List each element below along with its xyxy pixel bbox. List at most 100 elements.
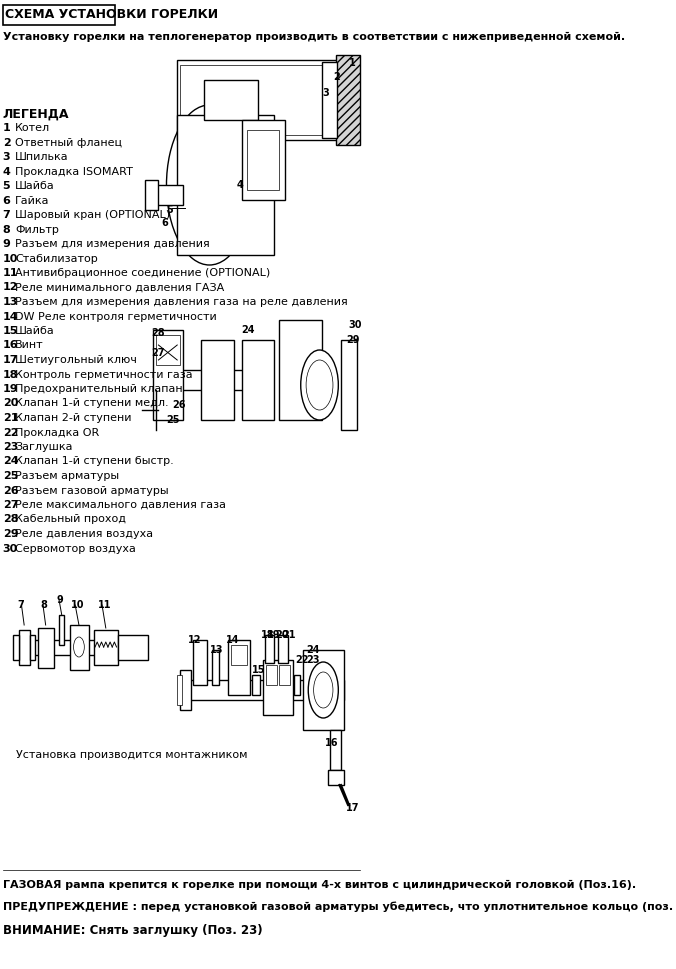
Text: 12: 12 bbox=[188, 635, 201, 645]
Circle shape bbox=[74, 637, 84, 657]
Text: 19: 19 bbox=[268, 630, 281, 640]
Bar bbox=[279, 320, 322, 420]
Text: 3: 3 bbox=[322, 88, 329, 98]
Text: 7: 7 bbox=[17, 600, 24, 610]
Text: 14: 14 bbox=[226, 635, 239, 645]
Text: СХЕМА УСТАНОВКИ ГОРЕЛКИ: СХЕМА УСТАНОВКИ ГОРЕЛКИ bbox=[5, 8, 218, 21]
Text: 5: 5 bbox=[166, 205, 173, 215]
Text: 23: 23 bbox=[306, 655, 320, 665]
Text: 25: 25 bbox=[166, 415, 180, 425]
Text: ЛЕГЕНДА: ЛЕГЕНДА bbox=[3, 108, 69, 121]
Text: DW Реле контроля герметичности: DW Реле контроля герметичности bbox=[15, 311, 217, 322]
Text: Винт: Винт bbox=[15, 340, 44, 351]
Bar bbox=[180, 65, 336, 135]
Text: Предохранительный клапан: Предохранительный клапан bbox=[15, 384, 183, 394]
Bar bbox=[304, 650, 343, 730]
Text: 17: 17 bbox=[346, 803, 360, 813]
Text: 1: 1 bbox=[3, 123, 10, 133]
Bar bbox=[263, 660, 293, 715]
Text: Прокладка OR: Прокладка OR bbox=[15, 427, 99, 437]
Text: Клапан 1-й ступени быстр.: Клапан 1-й ступени быстр. bbox=[15, 456, 174, 466]
Text: 8: 8 bbox=[41, 600, 47, 610]
Text: 28: 28 bbox=[151, 328, 165, 338]
Text: 18: 18 bbox=[260, 630, 274, 640]
Bar bbox=[279, 635, 288, 663]
Bar bbox=[231, 645, 247, 665]
Bar bbox=[94, 630, 118, 665]
Text: 27: 27 bbox=[3, 500, 18, 510]
Text: 8: 8 bbox=[3, 225, 10, 234]
Bar bbox=[241, 340, 274, 420]
Text: 15: 15 bbox=[252, 665, 266, 675]
Bar bbox=[193, 640, 207, 685]
Text: Разъем для измерения давления газа на реле давления: Разъем для измерения давления газа на ре… bbox=[15, 297, 347, 307]
Bar bbox=[188, 680, 343, 700]
Bar bbox=[252, 675, 260, 695]
Text: 30: 30 bbox=[348, 320, 362, 330]
Bar bbox=[177, 60, 338, 140]
Bar bbox=[266, 665, 276, 685]
Text: Реле давления воздуха: Реле давления воздуха bbox=[15, 529, 153, 539]
Bar bbox=[265, 635, 274, 663]
Text: 26: 26 bbox=[172, 400, 185, 410]
Text: ВНИМАНИЕ: Снять заглушку (Поз. 23): ВНИМАНИЕ: Снять заглушку (Поз. 23) bbox=[3, 924, 262, 937]
Text: Шаровый кран (OPTIONAL): Шаровый кран (OPTIONAL) bbox=[15, 210, 170, 220]
Bar bbox=[38, 628, 53, 668]
Text: 22: 22 bbox=[3, 427, 18, 437]
Bar bbox=[177, 115, 274, 255]
Text: 11: 11 bbox=[98, 600, 112, 610]
Text: 5: 5 bbox=[3, 181, 10, 191]
Text: 15: 15 bbox=[3, 326, 18, 336]
Text: 19: 19 bbox=[3, 384, 18, 394]
Text: 25: 25 bbox=[3, 471, 18, 481]
Text: Кабельный проход: Кабельный проход bbox=[15, 515, 126, 524]
Text: Котел: Котел bbox=[15, 123, 50, 133]
Text: Реле минимального давления ГАЗА: Реле минимального давления ГАЗА bbox=[15, 283, 224, 293]
Bar bbox=[70, 625, 89, 670]
Text: 9: 9 bbox=[56, 595, 63, 605]
Text: Шетиугольный ключ: Шетиугольный ключ bbox=[15, 355, 137, 365]
Bar bbox=[322, 62, 337, 138]
Text: 24: 24 bbox=[241, 325, 255, 335]
Text: Клапан 2-й ступени: Клапан 2-й ступени bbox=[15, 413, 132, 423]
Text: 16: 16 bbox=[325, 738, 339, 748]
Text: 23: 23 bbox=[3, 442, 18, 452]
Text: Шайба: Шайба bbox=[15, 181, 55, 191]
Text: 21: 21 bbox=[283, 630, 296, 640]
Bar bbox=[228, 640, 249, 695]
Text: Фильтр: Фильтр bbox=[15, 225, 59, 234]
Bar bbox=[328, 770, 343, 785]
Bar bbox=[14, 635, 19, 660]
Text: 10: 10 bbox=[72, 600, 85, 610]
Bar bbox=[212, 650, 218, 685]
Bar bbox=[118, 635, 147, 660]
Text: 16: 16 bbox=[3, 340, 18, 351]
Text: 13: 13 bbox=[3, 297, 18, 307]
Bar bbox=[177, 675, 182, 705]
Bar bbox=[294, 675, 299, 695]
Text: 4: 4 bbox=[237, 180, 243, 190]
Text: 30: 30 bbox=[3, 544, 18, 553]
Text: Шпилька: Шпилька bbox=[15, 152, 69, 162]
Text: Стабилизатор: Стабилизатор bbox=[15, 254, 98, 264]
Text: 2: 2 bbox=[3, 138, 10, 147]
Bar bbox=[155, 370, 252, 390]
Text: Установка производится монтажником: Установка производится монтажником bbox=[16, 750, 247, 760]
Text: 18: 18 bbox=[3, 369, 18, 380]
Circle shape bbox=[314, 672, 333, 708]
Text: 22: 22 bbox=[295, 655, 309, 665]
Text: 29: 29 bbox=[346, 335, 360, 345]
Bar bbox=[153, 330, 183, 420]
Bar bbox=[3, 5, 116, 25]
Bar bbox=[331, 730, 341, 770]
Bar bbox=[336, 55, 360, 145]
Text: 11: 11 bbox=[3, 268, 18, 278]
Bar bbox=[204, 80, 258, 120]
Circle shape bbox=[308, 662, 338, 718]
Text: Сервомотор воздуха: Сервомотор воздуха bbox=[15, 544, 136, 553]
Text: 24: 24 bbox=[3, 456, 18, 466]
Text: 13: 13 bbox=[210, 645, 223, 655]
Text: ГАЗОВАЯ рампа крепится к горелке при помощи 4-х винтов с цилиндрической головкой: ГАЗОВАЯ рампа крепится к горелке при пом… bbox=[3, 880, 636, 891]
Text: 17: 17 bbox=[3, 355, 18, 365]
Text: 20: 20 bbox=[3, 398, 18, 409]
